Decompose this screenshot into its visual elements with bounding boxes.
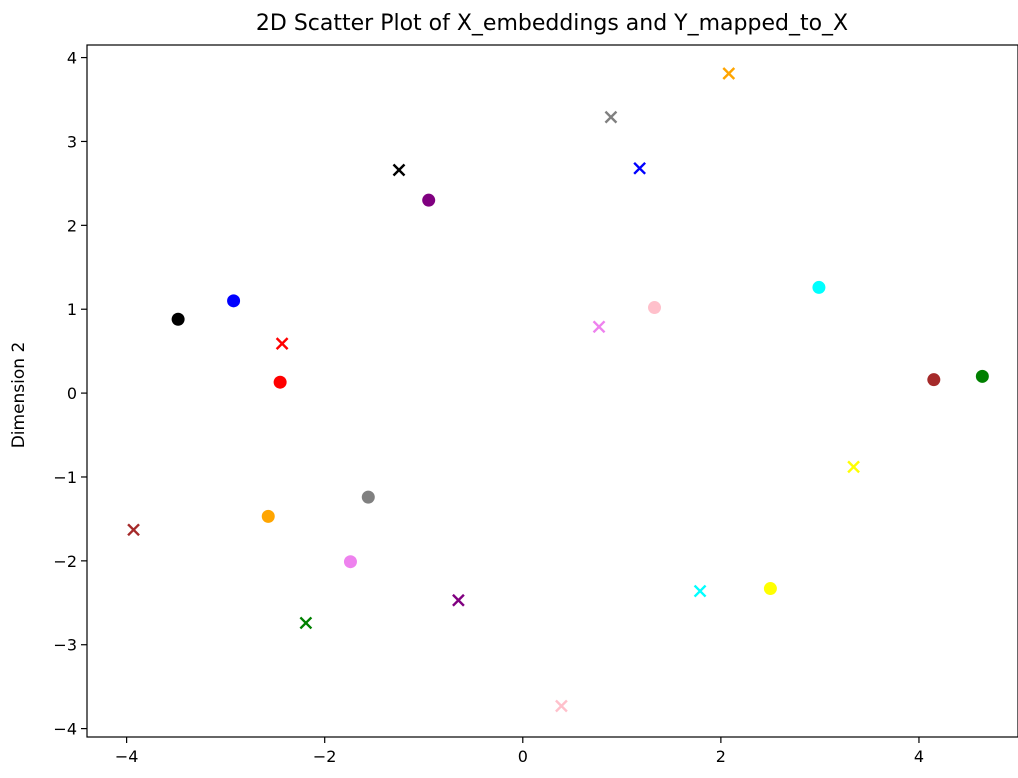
- x-point: [847, 460, 860, 474]
- chart-title: 2D Scatter Plot of X_embeddings and Y_ma…: [256, 11, 848, 36]
- y-tick-label: −1: [53, 468, 77, 487]
- circle-point: [171, 312, 185, 326]
- x-point: [392, 163, 406, 177]
- x-point: [604, 110, 618, 124]
- circle-point: [227, 294, 241, 308]
- y-tick-label: −3: [53, 636, 77, 655]
- x-point: [275, 337, 289, 350]
- x-point: [555, 699, 568, 713]
- x-point: [722, 67, 736, 80]
- x-tick-label: −4: [115, 747, 139, 766]
- x-tick-label: 4: [914, 747, 924, 766]
- circle-point: [261, 509, 275, 523]
- circle-point: [422, 193, 436, 207]
- plot-area: [86, 44, 1018, 738]
- circle-point: [763, 582, 777, 596]
- data-points: [127, 67, 989, 713]
- circle-point: [361, 490, 375, 504]
- y-axis-label: Dimension 2: [9, 342, 29, 449]
- y-tick-label: 1: [67, 300, 77, 319]
- x-point: [693, 584, 707, 598]
- y-tick-label: −2: [53, 552, 77, 571]
- x-point: [452, 593, 465, 607]
- circle-point: [273, 375, 287, 389]
- x-tick-label: 2: [716, 747, 726, 766]
- x-axis: −4 −2 0 2 4: [115, 737, 924, 766]
- x-point: [127, 523, 140, 537]
- circle-point: [812, 280, 826, 294]
- y-tick-label: 3: [67, 132, 77, 151]
- circle-point: [343, 555, 357, 569]
- y-tick-label: 4: [67, 49, 77, 68]
- x-tick-label: 0: [518, 747, 528, 766]
- circle-point: [975, 369, 989, 383]
- x-tick-label: −2: [313, 747, 337, 766]
- x-point: [633, 161, 647, 175]
- circle-point: [648, 301, 662, 315]
- y-tick-label: −4: [53, 720, 77, 739]
- y-tick-label: 0: [67, 384, 77, 403]
- y-tick-label: 2: [67, 216, 77, 235]
- y-axis: −4 −3 −2 −1 0 1 2 3 4: [53, 49, 87, 739]
- circle-point: [927, 373, 941, 387]
- x-point: [592, 320, 606, 334]
- x-point: [299, 616, 313, 630]
